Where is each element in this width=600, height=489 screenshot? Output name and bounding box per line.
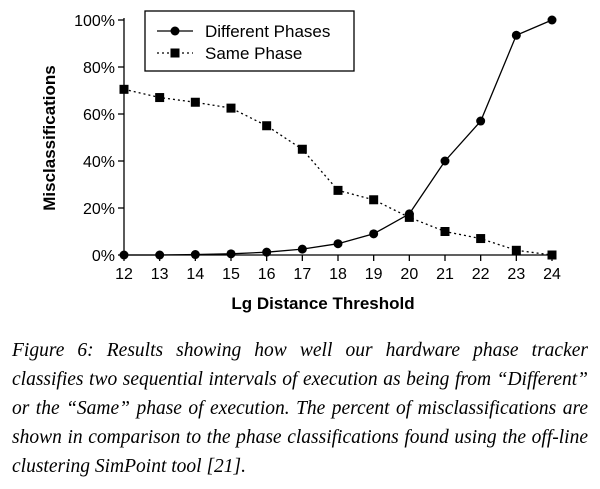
data-point-same-phase — [226, 103, 236, 113]
x-tick-label: 24 — [543, 266, 561, 283]
data-point-same-phase — [155, 93, 165, 103]
data-point-different-phases — [262, 247, 272, 257]
data-point-different-phases — [476, 116, 486, 126]
x-tick-label: 16 — [258, 266, 276, 283]
legend-label-different-phases: Different Phases — [205, 22, 330, 41]
line-chart: 0% 20% 40% 60% 80% 100% 12 13 14 15 16 17 18 19 20 21 2… — [40, 10, 561, 313]
y-tick-label: 40% — [83, 154, 115, 171]
x-tick-label: 20 — [400, 266, 418, 283]
data-point-same-phase — [369, 195, 379, 205]
data-point-same-phase — [262, 121, 272, 131]
x-tick-label: 19 — [365, 266, 383, 283]
x-tick-label: 14 — [186, 266, 204, 283]
x-tick-label: 13 — [151, 266, 169, 283]
legend-label-same-phase: Same Phase — [205, 44, 302, 63]
data-point-different-phases — [190, 250, 200, 260]
x-tick-label: 21 — [436, 266, 454, 283]
data-point-same-phase — [404, 212, 414, 222]
data-point-different-phases — [119, 250, 129, 260]
data-point-same-phase — [190, 97, 200, 107]
data-point-same-phase — [119, 84, 129, 94]
x-tick-label: 15 — [222, 266, 240, 283]
y-tick-label: 0% — [92, 248, 115, 265]
data-point-same-phase — [547, 250, 557, 260]
legend: Different Phases Same Phase — [144, 10, 355, 72]
data-point-same-phase — [333, 185, 343, 195]
data-point-different-phases — [155, 250, 165, 260]
legend-marker-different-phases — [170, 26, 180, 36]
data-point-different-phases — [440, 156, 450, 166]
legend-box — [144, 10, 355, 72]
series-markers — [119, 15, 557, 260]
data-point-same-phase — [476, 234, 486, 244]
x-axis-label: Lg Distance Threshold — [231, 294, 414, 313]
legend-marker-same-phase — [170, 48, 180, 58]
data-point-different-phases — [547, 15, 557, 25]
data-point-different-phases — [333, 239, 343, 249]
y-tick-label: 20% — [83, 201, 115, 218]
data-point-different-phases — [297, 244, 307, 254]
series-line-same-phase — [123, 88, 553, 256]
y-tick-label: 60% — [83, 107, 115, 124]
data-point-different-phases — [226, 249, 236, 259]
data-point-same-phase — [297, 144, 307, 154]
x-tick-label: 17 — [293, 266, 311, 283]
data-point-same-phase — [511, 245, 521, 255]
x-tick-label: 23 — [507, 266, 525, 283]
x-tick-label: 12 — [115, 266, 133, 283]
y-tick-label: 80% — [83, 60, 115, 77]
figure-caption: Figure 6: Results showing how well our h… — [12, 340, 588, 477]
data-point-different-phases — [369, 229, 379, 239]
y-tick-label: 100% — [74, 13, 115, 30]
data-point-same-phase — [440, 227, 450, 236]
y-axis-label: Misclassifications — [40, 65, 59, 211]
y-axis-ticks: 0% 20% 40% 60% 80% 100% — [74, 13, 124, 265]
x-tick-label: 18 — [329, 266, 347, 283]
x-tick-label: 22 — [472, 266, 490, 283]
data-point-different-phases — [511, 30, 521, 40]
x-axis-ticks: 12 13 14 15 16 17 18 19 20 21 22 23 24 — [115, 255, 561, 283]
